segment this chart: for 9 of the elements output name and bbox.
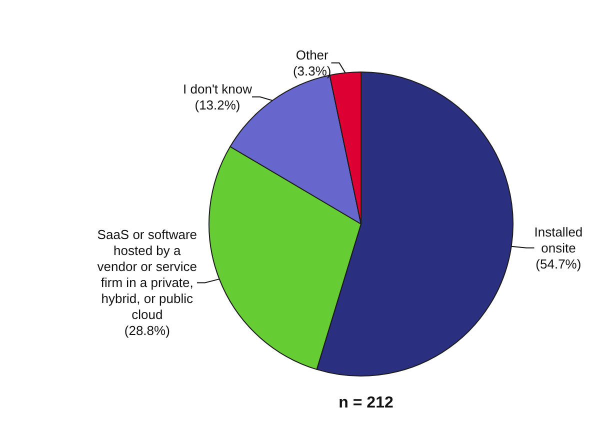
- text: n = 212: [338, 394, 394, 412]
- slice-label: I don't know: [183, 81, 253, 96]
- slice-label: SaaS or software hosted by a vendor or service firm in a private, hybrid, or public cloud: [97, 227, 198, 322]
- slice-label: Other: [296, 47, 330, 62]
- data-label: (54.7%): [536, 256, 582, 272]
- data-label: (3.3%): [292, 63, 332, 78]
- data-label: (28.8%): [124, 323, 170, 338]
- slice-label: Installed onsite: [534, 224, 583, 256]
- data-label: (13.2%): [194, 97, 240, 112]
